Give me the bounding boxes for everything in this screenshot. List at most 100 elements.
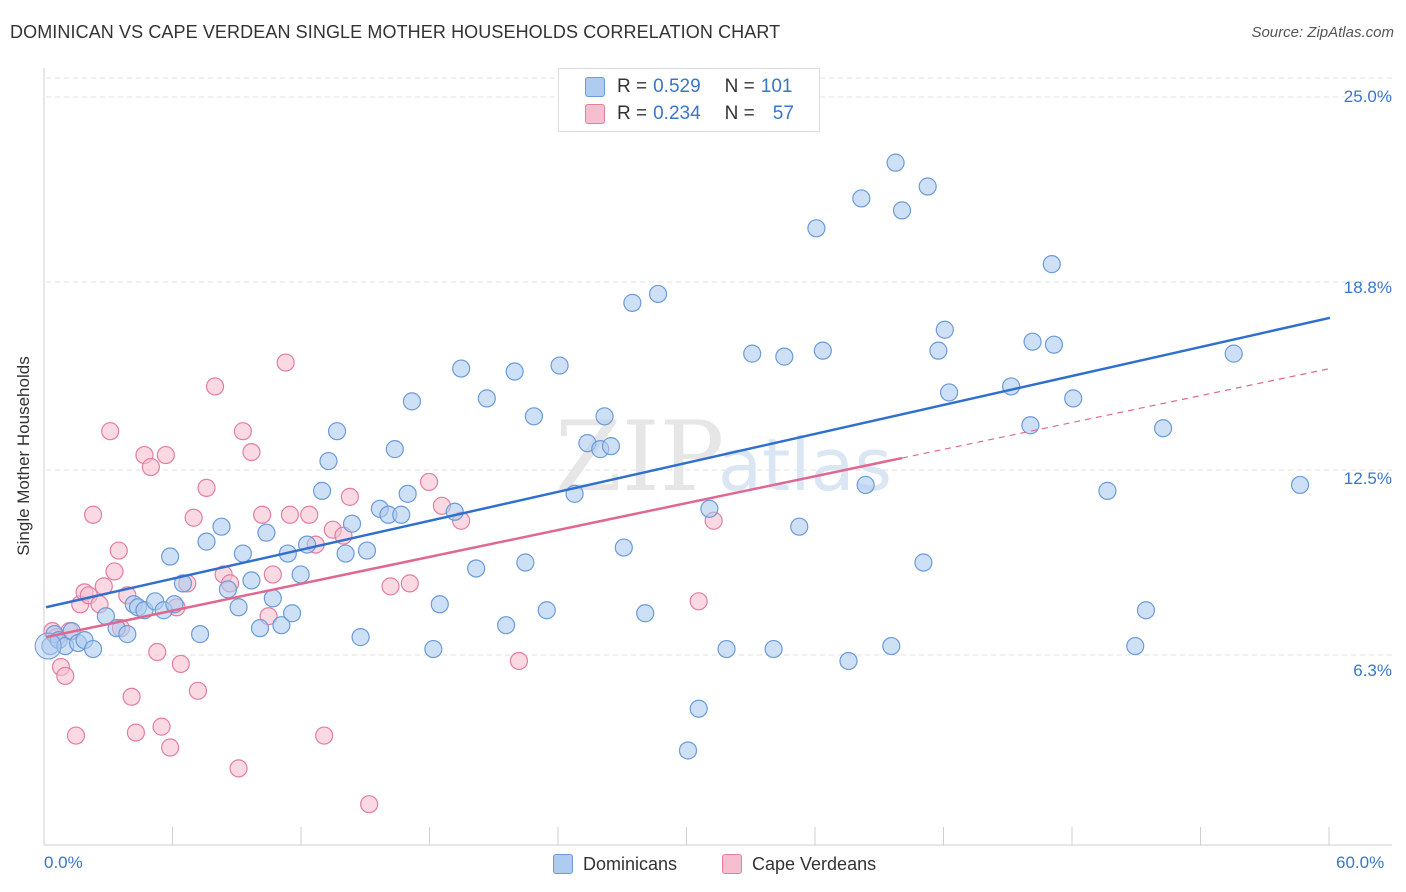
dominican-point bbox=[505, 362, 524, 381]
dominican-point bbox=[839, 651, 858, 671]
cape-verdean-point bbox=[197, 478, 216, 498]
dominican-point bbox=[717, 639, 736, 659]
y-tick-label: 18.8% bbox=[1343, 278, 1392, 297]
cape-verdean-point bbox=[66, 726, 86, 745]
cape-verdean-point bbox=[171, 654, 190, 674]
cape-verdeans-trend-line bbox=[45, 456, 903, 639]
dominican-point bbox=[775, 347, 794, 366]
dominican-point bbox=[689, 699, 708, 718]
cape-verdean-point bbox=[83, 505, 103, 524]
dominican-point bbox=[807, 219, 826, 238]
dominican-point bbox=[1290, 475, 1310, 495]
cape-verdean-point bbox=[360, 795, 379, 814]
dominican-point bbox=[272, 616, 291, 635]
dominican-point bbox=[392, 505, 411, 524]
legend-row-cape-verdeans: R = 0.234 N = 57 bbox=[585, 102, 794, 126]
source-label: Source: ZipAtlas.com bbox=[1251, 24, 1394, 41]
cape-verdean-point bbox=[242, 442, 261, 462]
dominican-point bbox=[1224, 344, 1243, 363]
dominican-point bbox=[283, 604, 302, 623]
dominican-point bbox=[700, 499, 719, 518]
dominican-point bbox=[678, 741, 698, 760]
dominican-point bbox=[524, 407, 544, 426]
cape-verdean-point bbox=[419, 472, 439, 492]
cape-verdean-point bbox=[229, 759, 248, 778]
dominican-point bbox=[452, 359, 471, 378]
dominican-point bbox=[242, 571, 261, 590]
dominican-point bbox=[743, 344, 762, 363]
dominican-point bbox=[212, 517, 231, 536]
cape-verdean-point bbox=[148, 642, 167, 662]
r-label: R = bbox=[617, 76, 648, 97]
y-tick-label: 25.0% bbox=[1343, 87, 1392, 106]
dominican-point bbox=[601, 437, 621, 456]
dominican-point bbox=[892, 201, 912, 220]
dominican-point bbox=[327, 422, 347, 441]
dominican-point bbox=[312, 481, 332, 500]
dominican-point bbox=[190, 625, 210, 644]
dominican-point bbox=[250, 619, 270, 638]
dominican-point bbox=[477, 389, 496, 408]
dominican-point bbox=[929, 341, 948, 360]
dominican-point bbox=[197, 532, 216, 551]
dominican-point bbox=[537, 601, 556, 620]
dominican-point bbox=[336, 544, 355, 563]
dominican-point bbox=[914, 553, 933, 572]
r-value: 0.529 bbox=[653, 76, 701, 97]
dominican-point bbox=[1098, 481, 1117, 500]
cape-verdean-point bbox=[205, 377, 225, 396]
dominican-point bbox=[1021, 416, 1040, 435]
dominican-point bbox=[218, 580, 237, 599]
dominican-point bbox=[233, 544, 252, 563]
dominican-point bbox=[636, 604, 655, 623]
cape-verdean-point bbox=[340, 487, 359, 506]
dominican-point bbox=[790, 517, 809, 536]
dominican-point bbox=[1042, 255, 1061, 274]
cape-verdean-point bbox=[188, 681, 208, 700]
cape-verdean-point bbox=[161, 738, 180, 757]
dominican-point bbox=[402, 392, 422, 411]
cape-verdean-point bbox=[253, 505, 272, 524]
dominican-point bbox=[856, 475, 875, 495]
y-tick-label: 6.3% bbox=[1353, 661, 1392, 680]
cape-verdean-point bbox=[280, 505, 300, 524]
dominican-point bbox=[83, 639, 103, 659]
cape-verdean-point bbox=[300, 505, 319, 524]
legend-swatch bbox=[585, 77, 605, 97]
legend-swatch bbox=[722, 854, 742, 874]
cape-verdean-point bbox=[152, 717, 171, 736]
cape-verdean-point bbox=[141, 457, 160, 477]
dominican-point bbox=[1064, 389, 1083, 408]
dominican-point bbox=[886, 153, 905, 172]
trend-lines bbox=[45, 316, 1331, 639]
dominican-point bbox=[939, 383, 959, 402]
legend-swatch bbox=[585, 104, 605, 124]
n-label: N = bbox=[724, 103, 755, 124]
cape-verdean-point bbox=[263, 565, 282, 584]
dominican-point bbox=[614, 538, 633, 557]
dominican-point bbox=[1002, 377, 1021, 396]
dominican-point bbox=[1136, 601, 1156, 620]
dominican-point bbox=[918, 177, 937, 196]
dominican-point bbox=[764, 639, 783, 659]
cape-verdean-point bbox=[109, 541, 128, 560]
cape-verdeans-trend-extension bbox=[901, 367, 1331, 459]
dominican-point bbox=[1044, 335, 1064, 354]
dominican-point bbox=[1023, 332, 1042, 351]
cape-verdean-point bbox=[276, 353, 295, 372]
dominican-point bbox=[173, 574, 193, 593]
cape-verdeans-points bbox=[43, 353, 723, 814]
cape-verdean-point bbox=[381, 577, 400, 596]
dominican-point bbox=[34, 632, 62, 660]
axes bbox=[43, 68, 1392, 846]
cape-verdean-point bbox=[509, 651, 529, 671]
cape-verdean-point bbox=[126, 723, 145, 742]
dominican-point bbox=[467, 559, 486, 578]
cape-verdean-point bbox=[233, 422, 252, 441]
cape-verdean-point bbox=[56, 666, 75, 685]
dominican-point bbox=[497, 616, 516, 635]
dominican-point bbox=[1153, 419, 1173, 438]
dominican-point bbox=[1126, 636, 1145, 656]
dominican-point bbox=[550, 356, 569, 375]
